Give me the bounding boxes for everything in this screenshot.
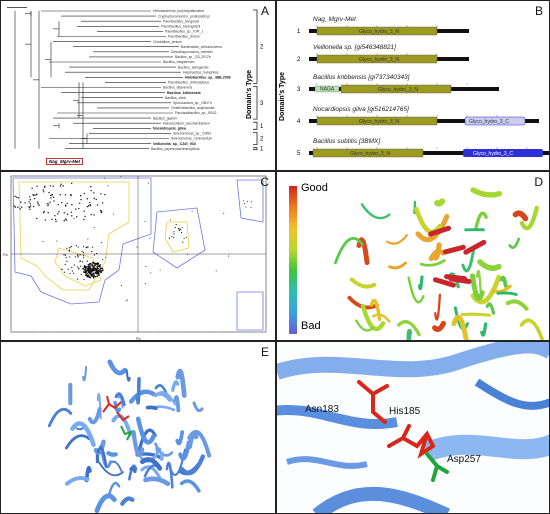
panel-a: Heliobacterium_bulyriciplatisolens Crypto… <box>0 0 276 171</box>
rama-ylabel: Psi <box>3 253 8 257</box>
protein-model-overview <box>47 359 212 513</box>
protein-model-quality <box>334 187 544 340</box>
domain-glyco-hydro-3-c <box>464 116 526 126</box>
panel-e: E <box>0 341 276 514</box>
tree-leaf: Desulfosporosinus_meridiei <box>171 50 213 54</box>
active-site-zoom: Asn183 His185 Asp257 <box>277 342 549 513</box>
tree-leaf: Bacillus_kribbensis <box>167 91 201 95</box>
row-index: 2 <box>297 57 301 63</box>
row-index: 5 <box>297 151 301 157</box>
tree-leaf: Selenomonas_ruminantium <box>171 137 212 141</box>
tree-leaf: Halobacillus_sp._BBL2006 <box>185 76 231 80</box>
panel-a-label: A <box>260 4 269 18</box>
tree-leaf: Bacillus_lataverens <box>163 86 193 90</box>
tree-leaf: Veillonella_sp._CAG_933 <box>153 142 196 146</box>
active-site-residues <box>102 395 133 441</box>
tree-leaf: Halobacillus_halophilus <box>183 70 219 74</box>
residue-asn183 <box>357 380 389 424</box>
tree-scale-bar <box>7 7 27 8</box>
panel-b: Nag_Mgrv-Met 1 Glyco_hydro_3_N Veillonella … <box>276 0 550 171</box>
tree-leaf: Bacillus_psychrosaccharolyticus <box>151 147 200 151</box>
domain-group-label: 2 <box>260 45 264 51</box>
domain-glyco-hydro-3-c <box>463 149 543 157</box>
edge-region-right <box>236 179 264 223</box>
svg-text:Glyco_hydro_3_N: Glyco_hydro_3_N <box>359 57 399 63</box>
panel-d: D Good Bad <box>276 171 550 341</box>
label-asp257: Asp257 <box>447 454 481 465</box>
tree-leaf: Bacillus_megaterium <box>163 60 195 64</box>
tree-leaf: Ornithinibacillus_scapharcae <box>171 106 214 110</box>
svg-text:Glyco_hydro_3_C: Glyco_hydro_3_C <box>473 151 513 157</box>
row-index: 3 <box>297 87 301 93</box>
protein-name: Bacillus subtilis [3BMX] <box>313 138 380 145</box>
protein-name: Veillonella sp. [gi546348821] <box>313 44 396 51</box>
domain-glyco-hydro-3-n <box>316 26 438 36</box>
svg-text:Glyco_hydro_3_N: Glyco_hydro_3_N <box>359 119 399 125</box>
domain-naga <box>314 85 340 93</box>
tree-axis-label: Domain's Type <box>246 70 253 119</box>
tree-leaf: Paenibacillus_chitinolyticus <box>168 81 209 85</box>
label-his185: His185 <box>389 406 421 417</box>
domain-group-label: 1 <box>260 147 264 153</box>
beta-region-outer <box>12 177 152 305</box>
svg-text:NAGA: NAGA <box>320 87 335 93</box>
domain-glyco-hydro-3-n <box>316 54 438 64</box>
panel-d-label: D <box>534 175 543 189</box>
bad-label: Bad <box>301 320 321 332</box>
quality-colorbar <box>289 186 297 334</box>
svg-text:Glyco_hydro_3_N: Glyco_hydro_3_N <box>359 29 399 35</box>
tree-leaf: Clostridium_lentum <box>153 40 182 44</box>
domain-axis-label: Domain's Type <box>279 72 286 121</box>
domain-glyco-hydro-3-n <box>340 84 452 94</box>
protein-name: Nag_Mgrv-Met <box>313 16 357 23</box>
row-index: 1 <box>297 29 301 35</box>
svg-text:Glyco_hydro_3_N: Glyco_hydro_3_N <box>378 87 418 93</box>
tree-leaf: Haloarcobium_saccharolyticum <box>163 121 210 125</box>
tree-leaf: Selenomonas_sp._CM52 <box>173 132 211 136</box>
tree-leaf: Bacillus_vireti <box>165 96 186 100</box>
tree-leaf: Bacillus_aidingensis <box>178 65 209 69</box>
domain-group-label: 2 <box>260 137 264 143</box>
domain-group-label: 1 <box>260 124 264 130</box>
tree-leaf: Sporosarcina_sp._OB174 <box>173 101 212 105</box>
tree-leaf: Paenibacillus_cineris <box>168 35 200 39</box>
tree-leaf: Paenibacillus_sanguinis <box>163 19 199 23</box>
panel-b-label: B <box>534 4 543 18</box>
tree-leaf: Paucisalibacillus_sp._EB02 <box>175 111 217 115</box>
tree-leaf: Bacteroides_cellulosolvens <box>181 45 222 49</box>
protein-name: Bacillus kribbensis [gi737340343] <box>313 74 410 81</box>
tree-leaf: Heliobacterium_bulyriciplatisolens <box>153 9 204 13</box>
rama-xlabel: Phi <box>136 337 141 341</box>
tree-leaf: Cryptophoromonitor_protinolyticus <box>158 14 210 18</box>
row-index: 4 <box>297 119 301 125</box>
label-asn183: Asn183 <box>305 404 339 415</box>
protein-name: Nocardiopsis gilva [gi516214765] <box>313 106 409 113</box>
domain-glyco-hydro-3-n <box>316 116 438 126</box>
panel-f: F Asn183 His185 Asp257 <box>276 341 550 514</box>
svg-text:Glyco_hydro_3_C: Glyco_hydro_3_C <box>469 119 509 125</box>
phylogenetic-tree: Heliobacterium_bulyriciplatisolensCrypto… <box>14 9 264 153</box>
good-label: Good <box>301 182 328 194</box>
domain-architecture: Nag_Mgrv-Met 1 Glyco_hydro_3_N Veillonella … <box>297 16 549 158</box>
panel-c-label: C <box>260 175 269 189</box>
domain-glyco-hydro-3-n <box>312 148 424 158</box>
residue-asp257 <box>425 452 449 482</box>
domain-group-label: 3 <box>260 101 264 107</box>
ramachandran-plot: Phi Psi <box>3 175 267 341</box>
tree-leaf: Paenibacillus_sp._IOR_1 <box>165 30 203 34</box>
tree-leaf: Nocardiopsis_gilva <box>153 127 187 131</box>
tree-leaf: Bacillus_sp._G3_2017b <box>175 55 211 59</box>
panel-e-label: E <box>260 345 269 359</box>
residue-his185 <box>387 424 436 459</box>
tree-leaf: Paenibacillus_barengoltzii <box>161 25 200 29</box>
edge-region-bottom <box>236 291 264 331</box>
tree-root-label: Nag_Mgrv-Met <box>46 158 84 165</box>
alpha-region-core <box>54 247 102 287</box>
tree-leaf: Bacillus_gaetmi <box>153 116 177 120</box>
protein-backbone <box>309 151 549 155</box>
left-alpha-region <box>152 207 206 269</box>
svg-text:Glyco_hydro_3_N: Glyco_hydro_3_N <box>350 151 390 157</box>
left-alpha-core <box>164 221 190 253</box>
panel-c: Phi Psi C <box>0 171 276 341</box>
